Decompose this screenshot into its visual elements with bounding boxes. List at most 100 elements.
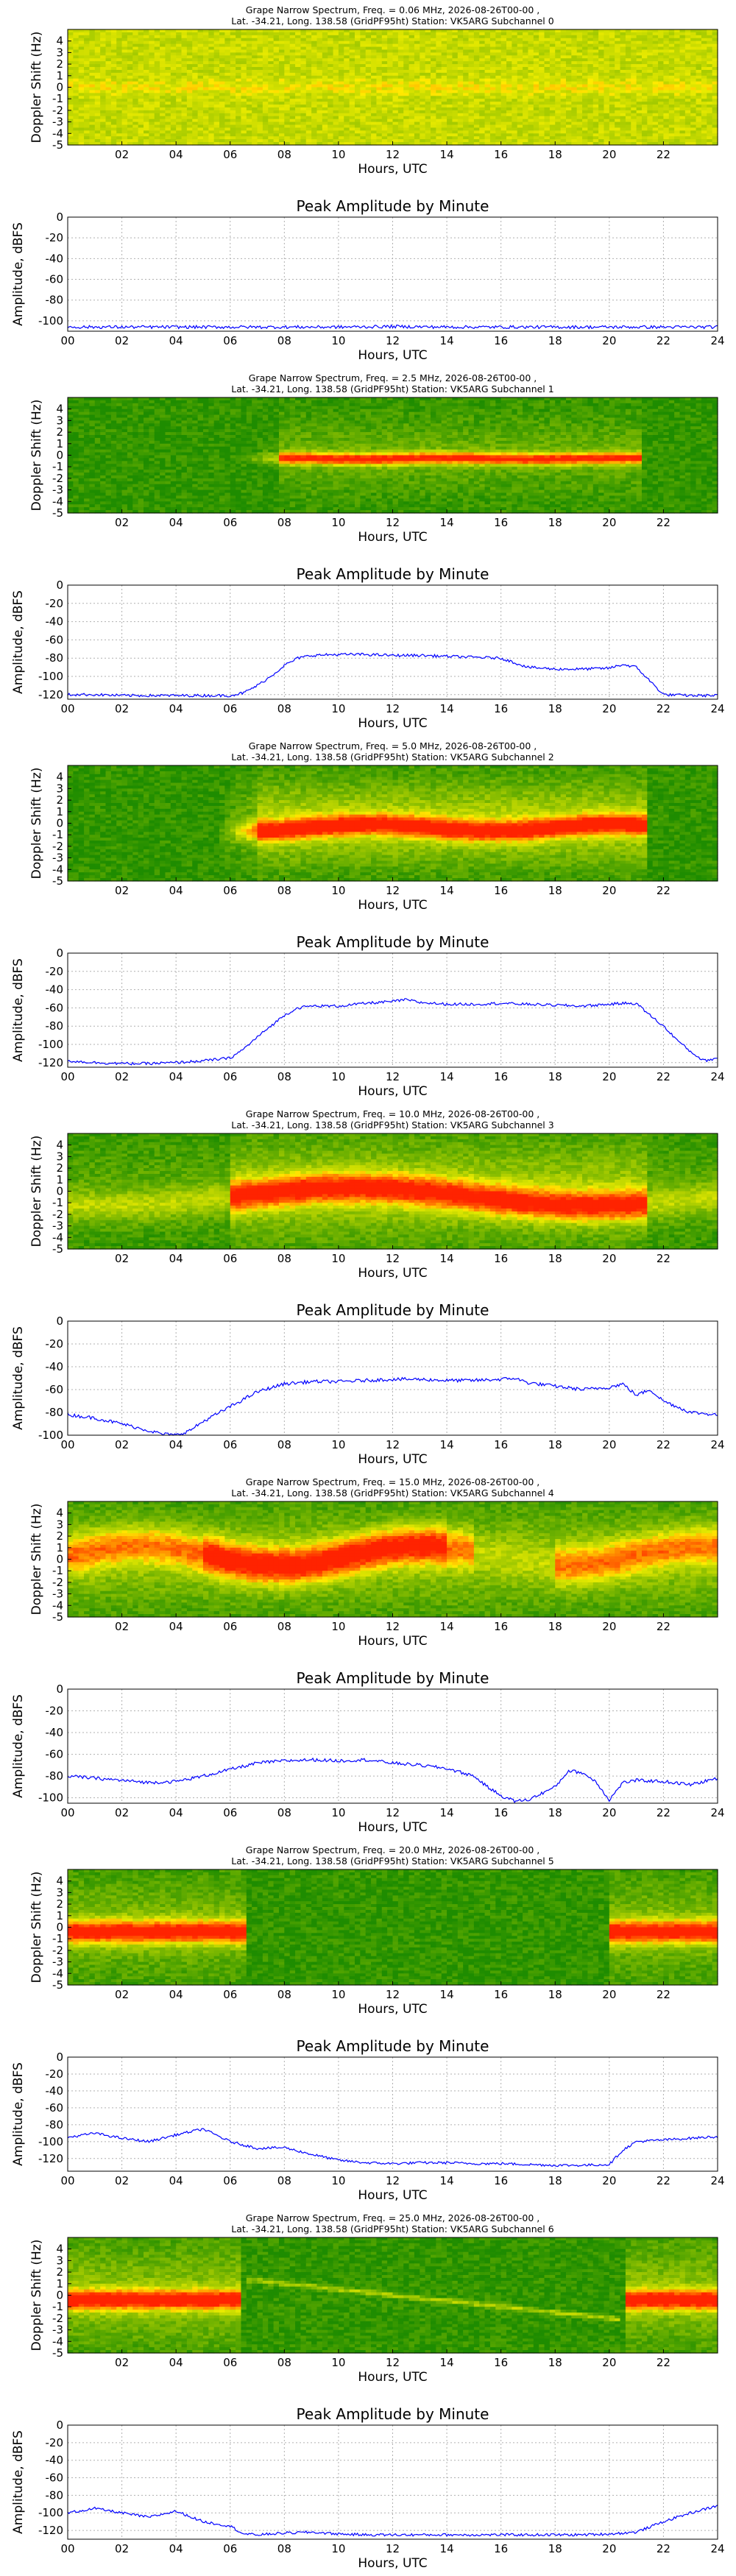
spectrogram-cell: [500, 130, 507, 134]
spectrogram-cell: [387, 40, 394, 45]
spectrogram-cell: [236, 110, 242, 114]
spectrogram-cell: [181, 72, 188, 77]
spectrogram-cell: [333, 52, 339, 56]
spectrogram-cell: [457, 43, 464, 48]
spectrogram-cell: [349, 64, 355, 68]
spectrogram-cell: [73, 102, 79, 105]
spectrogram-cell: [668, 52, 675, 56]
spectrogram-cell: [192, 43, 199, 48]
spectrogram-cell: [636, 90, 643, 93]
spectrogram-cell: [105, 130, 112, 134]
spectrogram-cell: [447, 93, 453, 96]
spectrogram-cell: [181, 133, 188, 137]
spectrogram-cell: [592, 136, 599, 140]
spectrogram-cell: [381, 32, 388, 36]
spectrogram-cell: [555, 127, 562, 131]
spectrogram-cell: [311, 110, 318, 114]
spectrogram-cell: [652, 43, 659, 48]
spectrogram-cell: [149, 116, 155, 120]
spectrogram-cell: [181, 35, 188, 39]
spectrogram-cell: [165, 110, 171, 114]
spectrogram-cell: [311, 121, 318, 126]
spectrogram-cell: [679, 105, 686, 108]
spectrogram-cell: [246, 49, 252, 53]
spectrogram-cell: [625, 29, 631, 33]
spectrogram-cell: [452, 43, 459, 48]
spectrogram-cell: [84, 87, 91, 91]
spectrogram-cell: [230, 133, 236, 137]
spectrogram-cell: [604, 32, 610, 36]
spectrogram-cell: [652, 142, 659, 146]
spectrogram-cell: [132, 105, 139, 108]
spectrogram-cell: [397, 90, 404, 93]
spectrogram-cell: [392, 61, 399, 65]
spectrogram-cell: [549, 102, 556, 105]
spectrogram-cell: [176, 67, 183, 71]
spectrogram-cell: [517, 142, 523, 146]
spectrogram-cell: [121, 99, 128, 102]
spectrogram-cell: [105, 102, 112, 105]
spectrogram-cell: [78, 455, 85, 459]
spectrogram-cell: [500, 67, 507, 71]
spectrogram-cell: [89, 96, 96, 99]
spectrogram-cell: [684, 127, 691, 131]
spectrogram-cell: [192, 136, 199, 140]
spectrogram-cell: [489, 127, 496, 131]
spectrogram-cell: [414, 90, 420, 93]
spectrogram-cell: [230, 58, 236, 62]
spectrogram-cell: [571, 87, 578, 91]
spectrogram-cell: [246, 84, 252, 88]
spectrogram-cell: [208, 67, 215, 71]
spectrogram-cell: [447, 35, 453, 39]
spectrogram-cell: [528, 29, 534, 33]
spectrogram-cell: [349, 78, 355, 82]
spectrogram-cell: [571, 110, 578, 114]
spectrogram-cell: [84, 107, 91, 111]
spectrogram-cell: [213, 133, 220, 137]
spectrogram-cell: [517, 96, 523, 99]
spectrogram-cell: [539, 121, 545, 126]
spectrogram-cell: [295, 52, 302, 56]
spectrogram-cell: [181, 130, 188, 134]
spectrogram-cell: [213, 124, 220, 129]
spectrogram-cell: [252, 116, 258, 120]
spectrogram-cell: [403, 105, 410, 108]
spectrogram-cell: [668, 93, 675, 96]
spectrogram-cell: [116, 43, 123, 48]
spectrogram-cell: [479, 124, 486, 129]
spectrogram-cell: [333, 139, 339, 143]
spectrogram-cell: [365, 72, 372, 77]
spectrogram-cell: [414, 99, 420, 102]
spectrogram-cell: [89, 67, 96, 71]
spectrogram-cell: [278, 35, 285, 39]
spectrogram-cell: [565, 139, 572, 143]
spectrogram-cell: [582, 78, 588, 82]
spectrogram-cell: [300, 46, 307, 51]
spectrogram-cell: [170, 142, 177, 146]
spectrogram-cell: [78, 110, 85, 114]
spectrogram-cell: [68, 49, 74, 53]
spectrogram-cell: [73, 423, 79, 427]
spectrogram-cell: [463, 124, 470, 129]
spectrogram-cell: [690, 72, 697, 77]
spectrogram-cell: [549, 96, 556, 99]
spectrogram-cell: [473, 32, 480, 36]
spectrogram-cell: [495, 107, 502, 111]
spectrogram-cell: [582, 67, 588, 71]
spectrogram-cell: [365, 139, 372, 143]
spectrogram-cell: [338, 118, 344, 123]
spectrogram-cell: [571, 90, 578, 93]
spectrogram-cell: [289, 84, 296, 88]
spectrogram-cell: [154, 32, 160, 36]
spectrogram-cell: [328, 72, 334, 77]
spectrogram-cell: [615, 38, 621, 42]
spectrogram-cell: [495, 46, 502, 51]
spectrogram-cell: [468, 49, 475, 53]
spectrogram-cell: [170, 43, 177, 48]
spectrogram-cell: [544, 107, 551, 111]
spectrogram-cell: [457, 38, 464, 42]
spectrogram-cell: [381, 67, 388, 71]
spectrogram-cell: [376, 43, 383, 48]
spectrogram-cell: [479, 113, 486, 117]
spectrogram-cell: [246, 67, 252, 71]
